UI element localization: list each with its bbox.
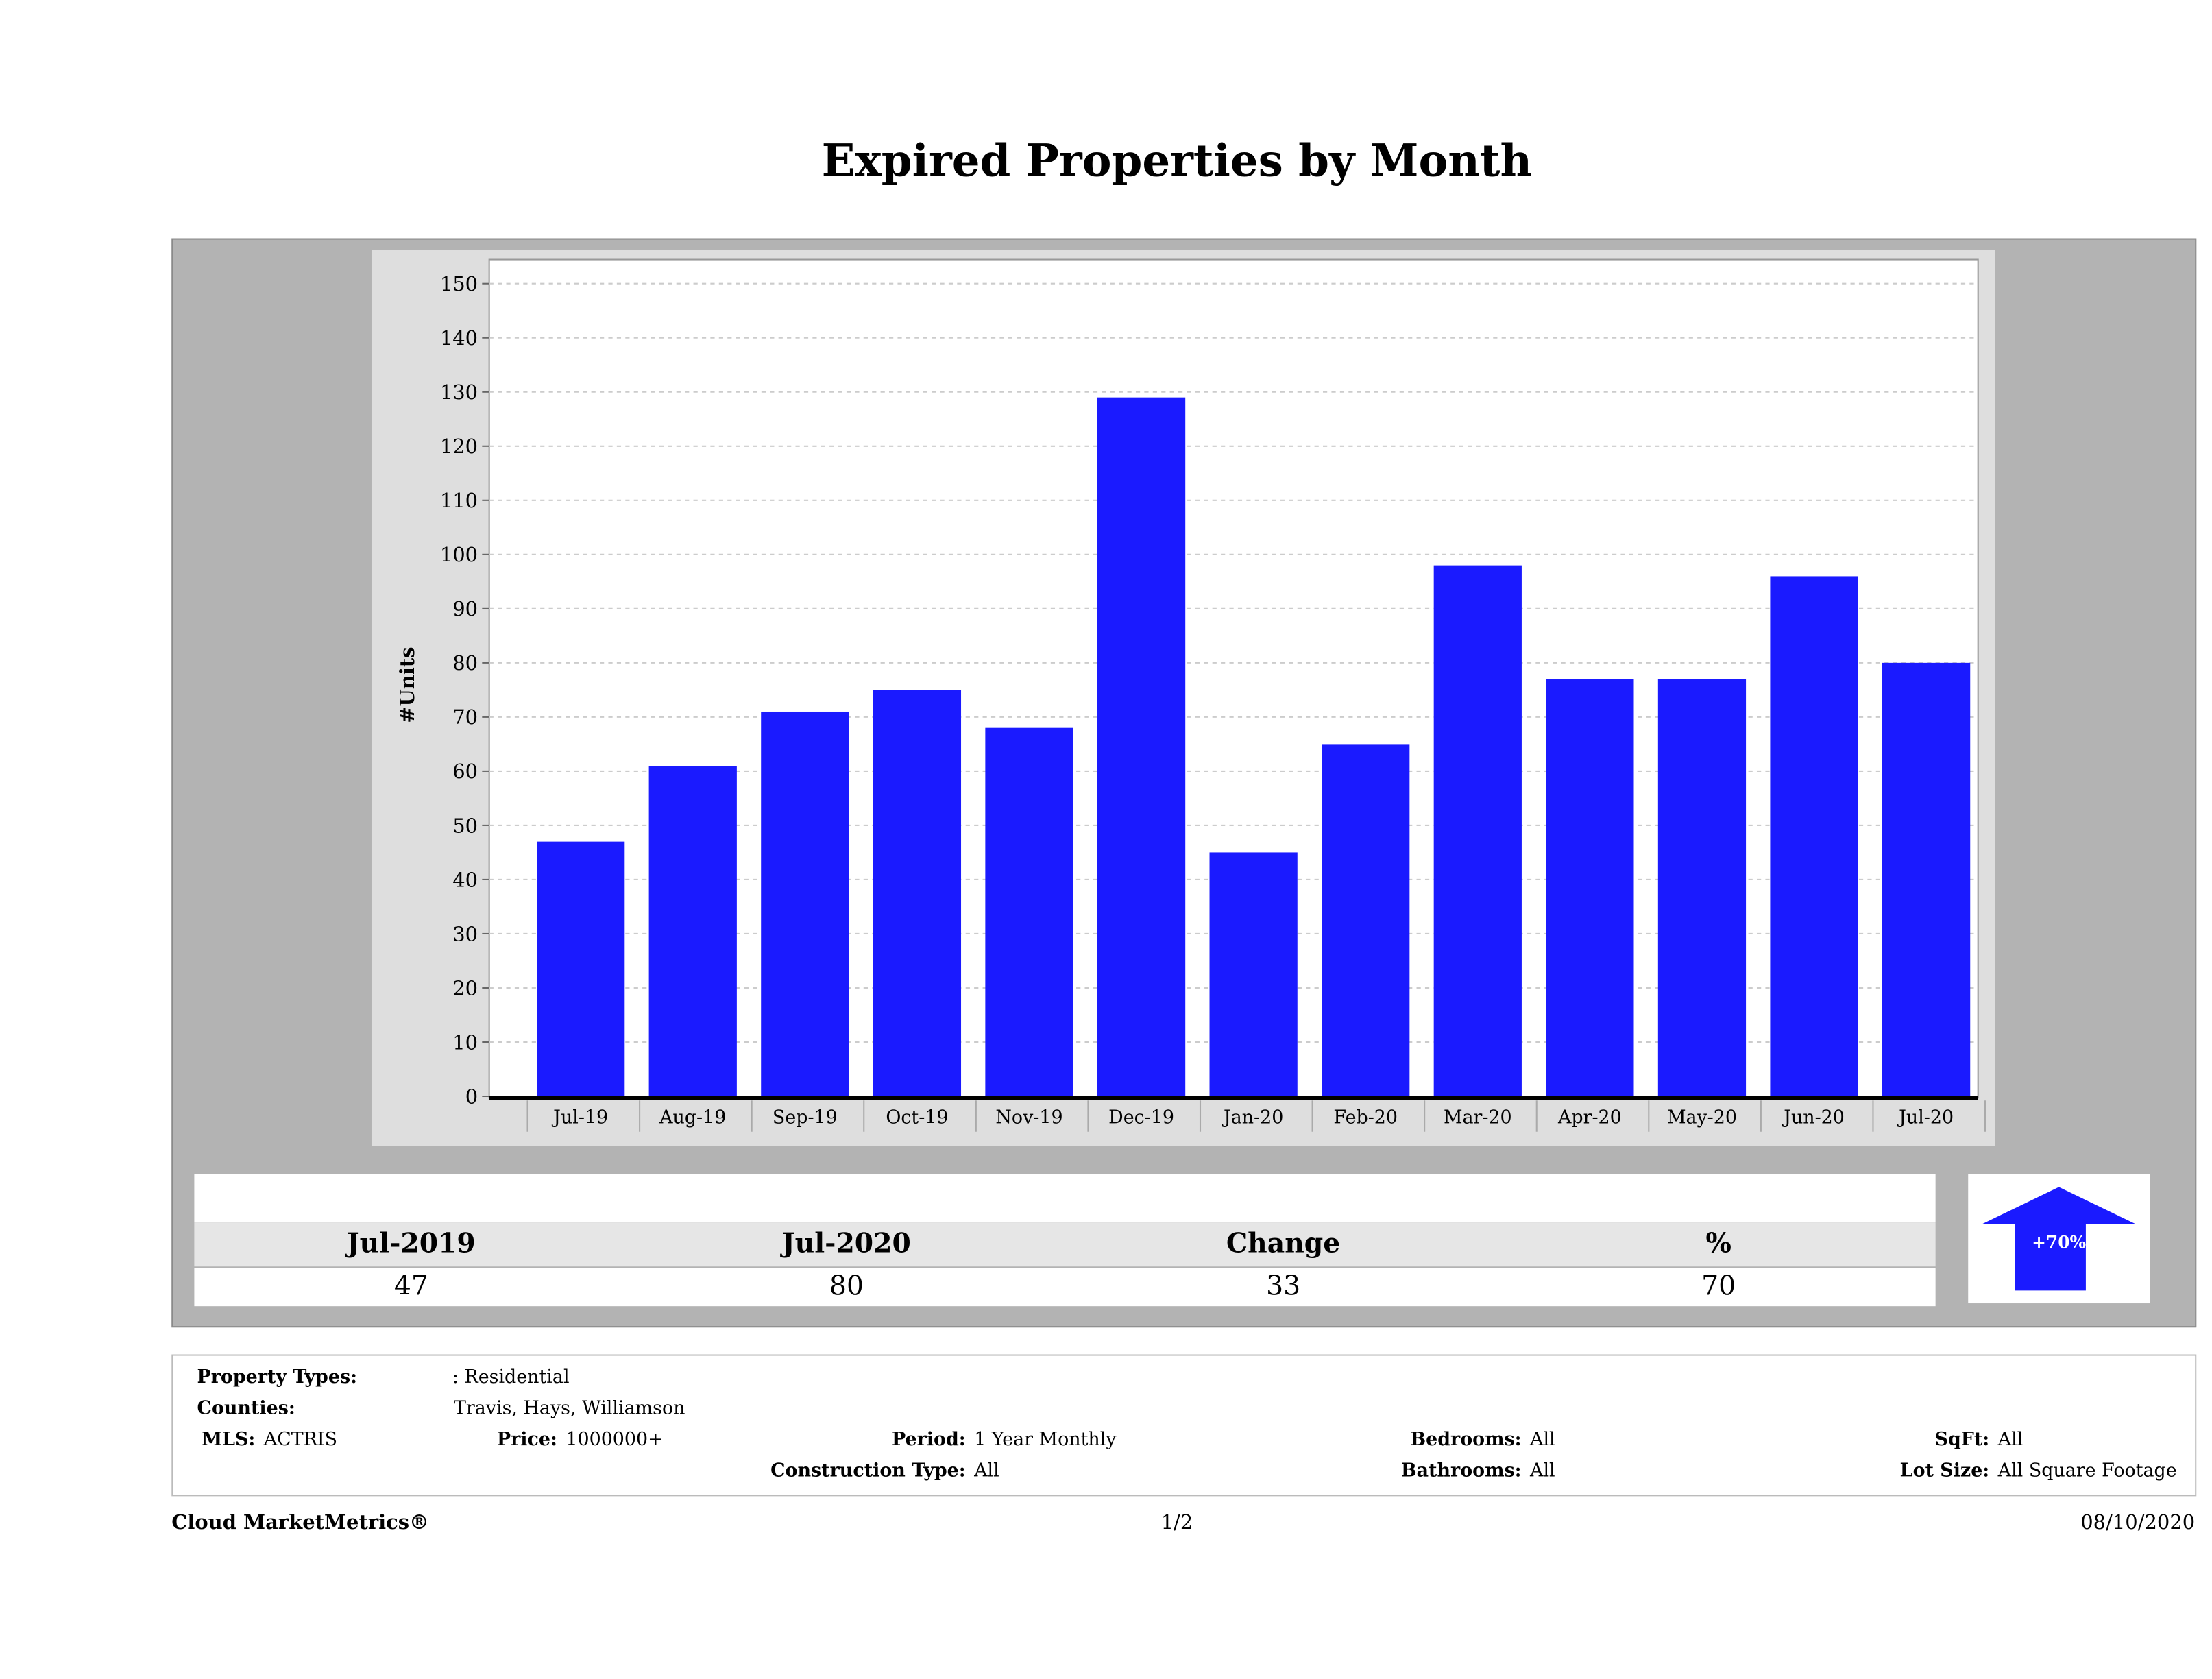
y-tick-label: 140 <box>440 326 478 350</box>
x-tick-label: May-20 <box>1667 1107 1737 1128</box>
y-tick-label: 110 <box>440 489 478 512</box>
summary-value-end: 80 <box>829 1270 864 1302</box>
x-tick-label: Nov-19 <box>995 1107 1062 1128</box>
summary-value-row: 47 80 33 70 <box>194 1268 1936 1307</box>
x-tick-label: Apr-20 <box>1557 1107 1622 1128</box>
y-tick-label: 20 <box>452 976 478 1000</box>
summary-value-start: 47 <box>393 1270 428 1302</box>
bar-chart: Jul-19 Aug-19 Sep-19 Oct-19 Nov-19 Dec-19 Jan-… <box>396 258 1986 1132</box>
x-tick-label: Sep-19 <box>773 1107 838 1128</box>
mls-label: MLS: <box>202 1429 256 1451</box>
bar-apr-20 <box>1546 679 1634 1097</box>
counties-value: Travis, Hays, Williamson <box>453 1398 685 1420</box>
price-filter: Price: 1000000+ <box>497 1429 664 1451</box>
chart-title: Expired Properties by Month <box>821 136 1533 188</box>
construction-label: Construction Type: <box>770 1460 966 1482</box>
lot-size-value: All Square Footage <box>1997 1460 2177 1482</box>
mls-value: ACTRIS <box>263 1429 338 1451</box>
lot-size-filter: Lot Size: All Square Footage <box>1900 1460 2177 1482</box>
y-tick-label: 40 <box>452 868 478 891</box>
summary-header-end: Jul-2020 <box>782 1228 911 1259</box>
x-tick-label: Aug-19 <box>659 1107 726 1128</box>
x-tick-label: Jan-20 <box>1222 1107 1283 1128</box>
construction-value: All <box>974 1460 999 1482</box>
x-tick-label: Mar-20 <box>1444 1107 1512 1128</box>
bar-may-20 <box>1657 679 1747 1097</box>
bedrooms-value: All <box>1530 1429 1555 1451</box>
y-tick-label: 150 <box>440 272 478 295</box>
bathrooms-value: All <box>1530 1460 1555 1482</box>
bar-sep-19 <box>761 711 849 1097</box>
sqft-label: SqFt: <box>1934 1429 1990 1451</box>
period-value: 1 Year Monthly <box>974 1429 1117 1451</box>
period-label: Period: <box>892 1429 966 1451</box>
mls-filter: MLS: ACTRIS <box>202 1429 338 1451</box>
construction-filter: Construction Type: All <box>770 1460 999 1482</box>
summary-header-percent: % <box>1705 1228 1731 1259</box>
x-tick-label: Feb-20 <box>1333 1107 1398 1128</box>
summary-header-start: Jul-2019 <box>346 1228 476 1259</box>
change-badge-text: +70% <box>2032 1232 2086 1252</box>
bedrooms-filter: Bedrooms: All <box>1410 1429 1555 1451</box>
y-tick-label: 0 <box>465 1085 478 1108</box>
y-tick-label: 70 <box>452 705 478 729</box>
bathrooms-filter: Bathrooms: All <box>1401 1460 1555 1482</box>
price-value: 1000000+ <box>566 1429 664 1451</box>
change-badge: +70% <box>1968 1174 2150 1304</box>
bar-nov-19 <box>985 727 1073 1097</box>
summary-value-change: 33 <box>1266 1270 1301 1302</box>
y-tick-label: 80 <box>452 651 478 675</box>
summary-header-row: Jul-2019 Jul-2020 Change % <box>194 1222 1936 1267</box>
x-tick-label: Oct-19 <box>886 1107 948 1128</box>
summary-spacer <box>194 1174 1936 1223</box>
summary-header-change: Change <box>1226 1228 1341 1259</box>
footer-date: 08/10/2020 <box>2080 1512 2196 1535</box>
bar-aug-19 <box>648 766 737 1097</box>
bar-jun-20 <box>1770 576 1858 1097</box>
period-filter: Period: 1 Year Monthly <box>892 1429 1117 1451</box>
bar-oct-19 <box>873 690 962 1097</box>
bar-mar-20 <box>1433 565 1522 1097</box>
lot-size-label: Lot Size: <box>1899 1460 1990 1482</box>
y-tick-label: 100 <box>440 543 478 566</box>
x-tick-label: Jul-20 <box>1897 1107 1954 1128</box>
summary-value-percent: 70 <box>1701 1270 1736 1302</box>
bedrooms-label: Bedrooms: <box>1410 1429 1522 1451</box>
counties-label: Counties: <box>197 1398 295 1420</box>
footer-brand: Cloud MarketMetrics® <box>171 1512 430 1535</box>
sqft-filter: SqFt: All <box>1935 1429 2023 1451</box>
bar-jul-19 <box>537 841 625 1097</box>
y-tick-label: 50 <box>452 814 478 837</box>
y-tick-label: 60 <box>452 760 478 783</box>
up-arrow-icon: +70% <box>1982 1187 2136 1291</box>
x-tick-label: Jun-20 <box>1782 1107 1845 1128</box>
y-tick-label: 120 <box>440 435 478 458</box>
sqft-value: All <box>1997 1429 2023 1451</box>
bar-feb-20 <box>1322 744 1410 1097</box>
y-tick-label: 90 <box>452 597 478 620</box>
y-axis-label: #Units <box>396 647 419 723</box>
bar-dec-19 <box>1097 397 1186 1097</box>
property-types-label: Property Types: <box>197 1367 358 1389</box>
filters-box: Property Types: : Residential Counties: … <box>171 1354 2197 1497</box>
bathrooms-label: Bathrooms: <box>1400 1460 1522 1482</box>
y-tick-label: 10 <box>452 1030 478 1054</box>
footer-page-number: 1/2 <box>1160 1512 1193 1535</box>
y-tick-label: 30 <box>452 922 478 945</box>
x-tick-label: Dec-19 <box>1108 1107 1174 1128</box>
property-types-value: : Residential <box>452 1367 570 1389</box>
x-tick-label: Jul-19 <box>551 1107 608 1128</box>
price-label: Price: <box>496 1429 557 1451</box>
bar-jan-20 <box>1209 852 1298 1097</box>
bar-jul-20 <box>1882 662 1971 1097</box>
y-tick-label: 130 <box>440 381 478 404</box>
